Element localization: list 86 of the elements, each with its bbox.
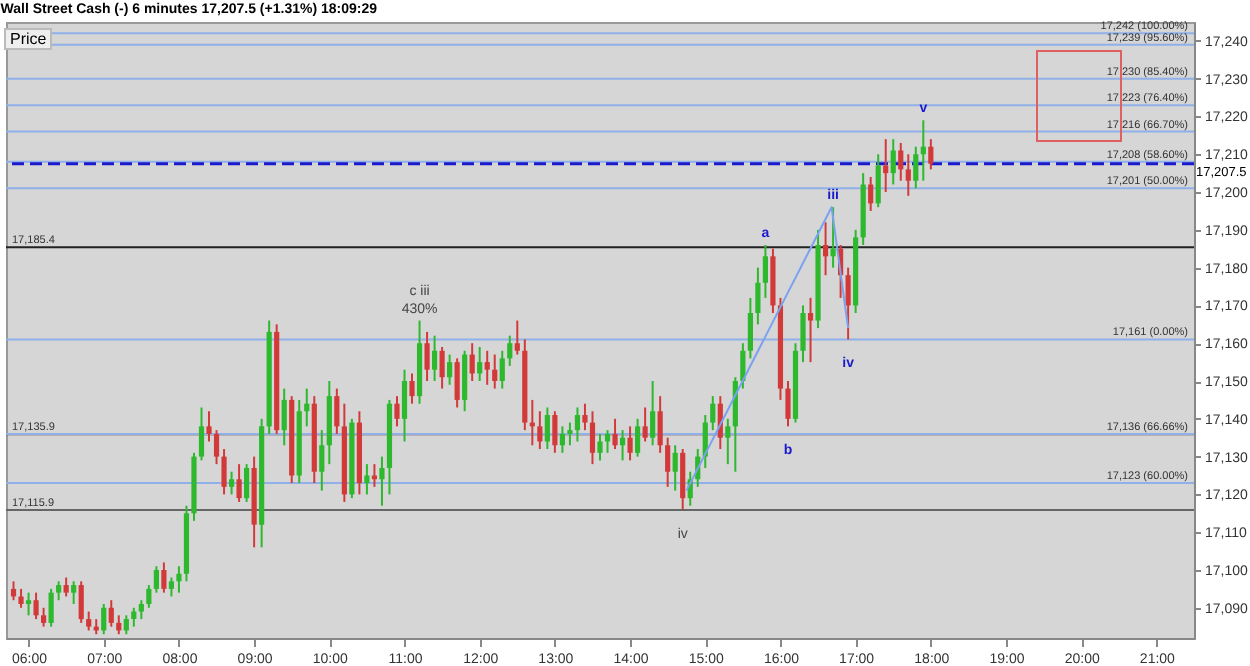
candlestick (228, 470, 235, 496)
candlestick (725, 417, 731, 466)
candlestick (514, 319, 520, 356)
candlestick (56, 580, 62, 602)
candlestick (597, 432, 603, 462)
candlestick (544, 406, 550, 451)
candlestick (559, 425, 566, 454)
candlestick (116, 614, 122, 636)
candlestick (462, 349, 468, 413)
candlestick (168, 576, 175, 598)
candlestick (131, 606, 137, 628)
candlestick (86, 610, 92, 632)
candlestick (10, 580, 17, 602)
candlestick (747, 296, 753, 360)
candlestick (319, 429, 325, 492)
candlestick (281, 387, 287, 447)
candlestick (807, 296, 814, 364)
candlestick (447, 353, 453, 386)
candlestick (845, 266, 851, 341)
annotation: Price (4, 28, 53, 50)
candlestick (394, 395, 400, 428)
candlestick (161, 561, 167, 594)
candlestick (138, 599, 144, 621)
candlestick (905, 153, 911, 197)
candlestick (439, 346, 445, 390)
candlestick (424, 330, 430, 383)
candlestick (913, 145, 919, 190)
candlestick (762, 243, 769, 299)
candlestick (63, 576, 69, 598)
candlestick (868, 175, 874, 212)
candlestick (469, 342, 475, 383)
candlestick (665, 436, 671, 488)
candlestick (928, 138, 934, 171)
candlestick (537, 410, 543, 451)
candlestick (755, 266, 761, 326)
candlestick (920, 119, 926, 182)
candlestick (785, 380, 791, 428)
candlestick (409, 372, 415, 405)
candlestick (304, 387, 310, 428)
candlestick (371, 463, 378, 488)
candlestick (334, 387, 340, 435)
candlestick (108, 599, 114, 628)
candlestick (364, 463, 370, 496)
candlestick (507, 334, 513, 367)
candlestick (650, 380, 656, 447)
candlestick (477, 346, 483, 383)
candlestick (499, 349, 505, 390)
candlestick (484, 349, 490, 386)
candlestick (236, 463, 242, 503)
candlestick (431, 334, 438, 383)
candlestick (454, 357, 460, 409)
candlestick (78, 580, 84, 624)
candlestick (206, 410, 212, 443)
candlestick (48, 587, 54, 628)
candlestick (627, 425, 633, 462)
candlestick (244, 463, 250, 503)
candlestick (71, 580, 77, 605)
candlestick (657, 395, 663, 454)
candlestick (589, 410, 596, 466)
candlestick (642, 406, 648, 443)
candlestick (401, 368, 408, 443)
candlestick (672, 444, 678, 492)
candlestick (146, 584, 152, 609)
candlestick (101, 602, 107, 636)
candlestick (18, 587, 24, 609)
candlestick (123, 614, 129, 636)
candlestick (25, 591, 32, 617)
candlestick (898, 141, 904, 182)
candlestick (574, 406, 581, 443)
candlestick (822, 221, 829, 277)
candlestick (800, 304, 806, 364)
candlestick (552, 410, 558, 454)
candlestick (40, 606, 47, 628)
candlestick (612, 417, 618, 451)
candlestick (33, 591, 39, 621)
candlestick (883, 138, 889, 194)
candlestick (492, 353, 498, 390)
candlestick (710, 395, 716, 432)
candlestick (890, 138, 896, 186)
candlestick (830, 206, 836, 269)
candlestick (875, 153, 881, 209)
candlestick (153, 565, 159, 594)
candlestick (634, 417, 641, 458)
candlestick (680, 448, 686, 511)
candlestick (619, 429, 626, 462)
candlestick (604, 429, 611, 454)
